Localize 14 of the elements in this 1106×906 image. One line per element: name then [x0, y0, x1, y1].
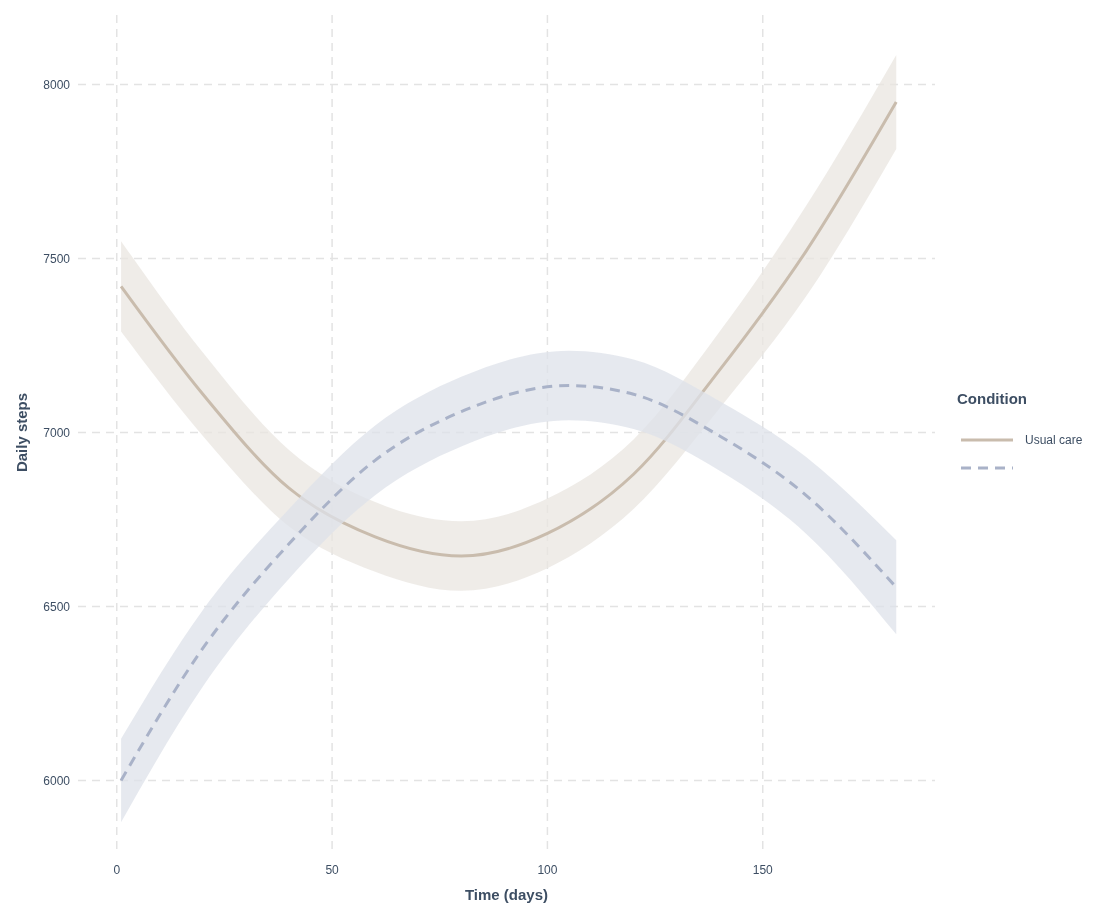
y-axis-title: Daily steps	[13, 392, 30, 473]
x-tick-label: 0	[113, 863, 121, 877]
x-tick-label: 50	[325, 863, 340, 877]
x-tick-label: 150	[752, 863, 774, 877]
line-series	[119, 384, 898, 782]
y-tick-label: 7500	[43, 251, 71, 266]
x-axis-title: Time (days)	[464, 886, 549, 903]
legend-title: Condition	[957, 390, 1027, 407]
legend-label: Usual care	[1025, 433, 1083, 448]
x-tick-label: 100	[537, 863, 558, 877]
y-tick-label: 7000	[43, 425, 71, 440]
y-tick-label: 6500	[43, 599, 71, 614]
y-tick-label: 8000	[43, 77, 71, 92]
y-tick-label: 6000	[43, 773, 71, 788]
